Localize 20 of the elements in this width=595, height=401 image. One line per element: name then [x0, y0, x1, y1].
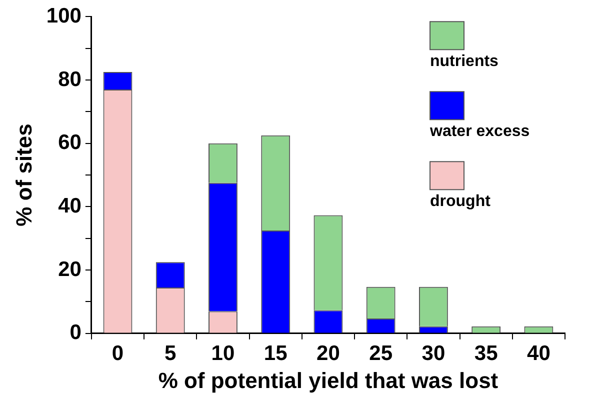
y-tick-label: 0	[70, 321, 82, 344]
x-tick-label: 10	[211, 342, 235, 365]
x-tick-label: 30	[422, 342, 446, 365]
y-axis-title: % of sites	[11, 124, 36, 226]
x-tick-label: 5	[164, 342, 177, 365]
x-tick-label: 15	[264, 342, 288, 365]
y-tick-label: 20	[58, 258, 82, 281]
x-tick-label: 20	[316, 342, 340, 365]
y-tick-label: 80	[58, 68, 82, 91]
y-tick-label: 100	[46, 4, 82, 28]
x-axis-title: % of potential yield that was lost	[158, 368, 499, 393]
legend-label: drought	[430, 193, 492, 210]
y-tick-label: 60	[58, 131, 82, 154]
y-tick-label: 40	[58, 194, 82, 218]
legend-label: nutrients	[430, 53, 499, 70]
legend-label: water excess	[429, 123, 530, 140]
x-tick-label: 0	[112, 342, 124, 365]
x-tick-label: 35	[474, 342, 498, 365]
x-tick-label: 25	[369, 342, 393, 365]
x-tick-label: 40	[527, 342, 550, 365]
